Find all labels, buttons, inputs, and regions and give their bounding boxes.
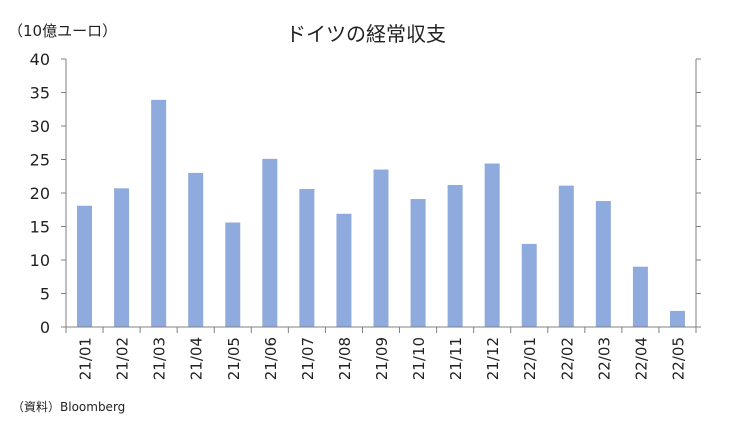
- bar-22-05: [669, 310, 685, 327]
- bar-22-03: [595, 201, 611, 327]
- bar-21-11: [447, 184, 463, 327]
- bar-21-12: [484, 163, 500, 327]
- x-tick-label: 21/01: [77, 337, 95, 380]
- x-tick-label: 21/07: [299, 337, 317, 380]
- x-tick-label: 21/10: [410, 337, 428, 380]
- y-axis-ticks: 0 5 10 15 20 25 30 35 40: [30, 50, 701, 337]
- bar-21-04: [188, 172, 204, 327]
- bar-21-06: [262, 158, 278, 327]
- x-tick-label: 22/01: [521, 337, 539, 380]
- bar-22-01: [521, 243, 537, 327]
- y-tick-label: 15: [30, 218, 50, 237]
- source-note: （資料）Bloomberg: [12, 400, 126, 414]
- y-tick-label: 5: [40, 285, 50, 304]
- x-tick-label: 21/02: [114, 337, 132, 380]
- x-axis-labels: 21/01 21/02 21/03 21/04 21/05 21/06 21/07 21/08…: [77, 337, 688, 380]
- x-tick-label: 21/05: [225, 337, 243, 380]
- x-tick-label: 21/04: [188, 337, 206, 380]
- x-tick-label: 21/12: [484, 337, 502, 380]
- bar-22-04: [632, 266, 648, 327]
- x-tick-label: 21/11: [447, 337, 465, 380]
- y-tick-label: 40: [30, 50, 50, 69]
- y-tick-label: 20: [30, 184, 50, 203]
- bars: [77, 99, 685, 328]
- x-tick-label: 21/08: [336, 337, 354, 380]
- chart-title: ドイツの経常収支: [286, 22, 446, 46]
- x-tick-label: 21/09: [373, 337, 391, 380]
- bar-21-08: [336, 213, 352, 327]
- bar-21-09: [373, 169, 389, 327]
- x-tick-label: 22/05: [669, 337, 687, 380]
- bar-21-07: [299, 188, 315, 327]
- x-tick-label: 22/04: [632, 337, 650, 380]
- x-tick-label: 22/02: [558, 337, 576, 380]
- bar-21-02: [114, 188, 130, 327]
- bar-21-05: [225, 222, 241, 327]
- axes: [65, 59, 697, 333]
- y-tick-label: 30: [30, 117, 50, 136]
- bar-21-10: [410, 199, 426, 327]
- y-tick-label: 0: [40, 318, 50, 337]
- y-tick-label: 25: [30, 151, 50, 170]
- x-tick-label: 22/03: [595, 337, 613, 380]
- bar-21-03: [151, 99, 167, 328]
- unit-label: （10億ユーロ）: [8, 22, 118, 40]
- y-tick-label: 35: [30, 84, 50, 103]
- bar-21-01: [77, 205, 93, 327]
- x-tick-label: 21/03: [151, 337, 169, 380]
- y-tick-label: 10: [30, 251, 50, 270]
- x-tick-label: 21/06: [262, 337, 280, 380]
- bar-22-02: [558, 185, 574, 327]
